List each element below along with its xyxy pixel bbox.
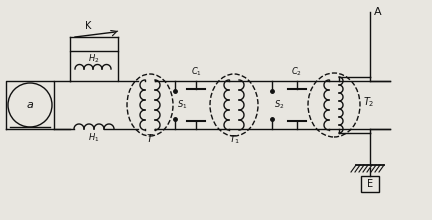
Text: $S_1$: $S_1$ [177, 98, 187, 110]
Text: T: T [147, 134, 153, 144]
Text: $T_2$: $T_2$ [363, 95, 375, 109]
Bar [361, 176, 379, 192]
Text: a: a [26, 100, 33, 110]
Text: $C_2$: $C_2$ [292, 65, 302, 77]
Text: E: E [367, 179, 373, 189]
Text: $H_1$: $H_1$ [88, 131, 100, 143]
Text: K: K [85, 21, 91, 31]
Text: A: A [374, 7, 381, 17]
Text: $S_2$: $S_2$ [274, 98, 285, 110]
Text: $H_2$: $H_2$ [88, 53, 100, 65]
Text: $T_1$: $T_1$ [229, 133, 239, 145]
Text: $C_1$: $C_1$ [191, 65, 201, 77]
